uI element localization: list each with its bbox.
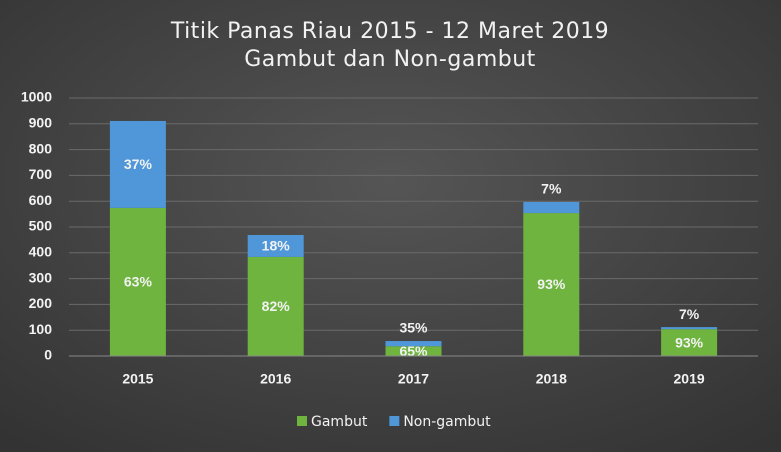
bar-segment <box>385 346 442 356</box>
value-label: 35% <box>399 320 428 336</box>
x-tick-label: 2017 <box>398 371 429 387</box>
y-tick-label: 300 <box>29 269 53 285</box>
y-tick-label: 0 <box>44 347 52 363</box>
bar-segment <box>523 201 580 214</box>
bar-segment <box>109 207 166 356</box>
bar-segment <box>247 256 304 356</box>
bar-segment <box>385 341 442 347</box>
value-label: 18% <box>262 238 291 254</box>
value-label: 37% <box>124 156 153 172</box>
y-tick-label: 100 <box>29 321 53 337</box>
y-tick-label: 800 <box>29 140 53 156</box>
y-tick-label: 700 <box>29 166 53 182</box>
bar-segment <box>523 213 580 356</box>
value-label: 7% <box>541 181 562 197</box>
legend-label: Gambut <box>311 414 368 430</box>
value-label: 93% <box>537 276 566 292</box>
bar-segment <box>661 329 718 356</box>
chart-title: Titik Panas Riau 2015 - 12 Maret 2019 <box>170 19 609 44</box>
value-label: 7% <box>679 306 700 322</box>
value-label: 82% <box>262 298 291 314</box>
value-label: 63% <box>124 274 153 290</box>
bar-segment <box>247 234 304 257</box>
x-tick-label: 2016 <box>260 371 291 387</box>
y-tick-label: 1000 <box>21 89 52 105</box>
x-tick-label: 2018 <box>536 371 567 387</box>
value-label: 93% <box>675 334 704 350</box>
legend-swatch <box>297 416 307 426</box>
chart-subtitle: Gambut dan Non-gambut <box>244 47 536 72</box>
legend-label: Non-gambut <box>403 414 491 430</box>
bar-segment <box>661 327 718 330</box>
legend-swatch <box>389 416 400 426</box>
y-tick-label: 600 <box>29 192 53 208</box>
y-tick-label: 500 <box>29 218 53 234</box>
bar-segment <box>109 120 166 208</box>
x-tick-label: 2015 <box>122 371 153 387</box>
x-tick-label: 2019 <box>674 371 705 387</box>
y-tick-label: 400 <box>29 244 53 260</box>
y-tick-label: 200 <box>29 295 53 311</box>
value-label: 65% <box>399 343 428 359</box>
y-tick-label: 900 <box>29 115 53 131</box>
